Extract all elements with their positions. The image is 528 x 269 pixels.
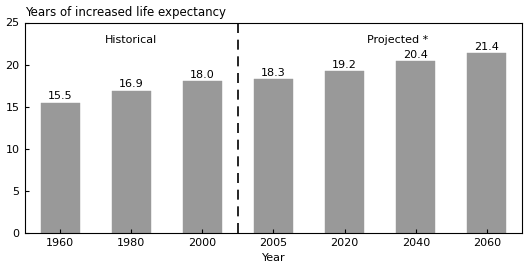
Text: Projected *: Projected * (367, 35, 429, 45)
X-axis label: Year: Year (262, 253, 285, 263)
Text: Historical: Historical (105, 35, 157, 45)
Bar (325, 71, 364, 233)
Bar (467, 53, 506, 233)
Text: 18.0: 18.0 (190, 70, 215, 80)
Bar (396, 61, 435, 233)
Bar (112, 91, 151, 233)
Bar (41, 102, 80, 233)
Text: Years of increased life expectancy: Years of increased life expectancy (24, 6, 225, 19)
Text: 15.5: 15.5 (48, 91, 72, 101)
Text: 19.2: 19.2 (332, 60, 357, 70)
Text: 16.9: 16.9 (119, 79, 144, 90)
Text: 20.4: 20.4 (403, 50, 428, 60)
Bar (183, 82, 222, 233)
Text: 18.3: 18.3 (261, 68, 286, 78)
Bar (254, 79, 293, 233)
Text: 21.4: 21.4 (475, 41, 499, 52)
